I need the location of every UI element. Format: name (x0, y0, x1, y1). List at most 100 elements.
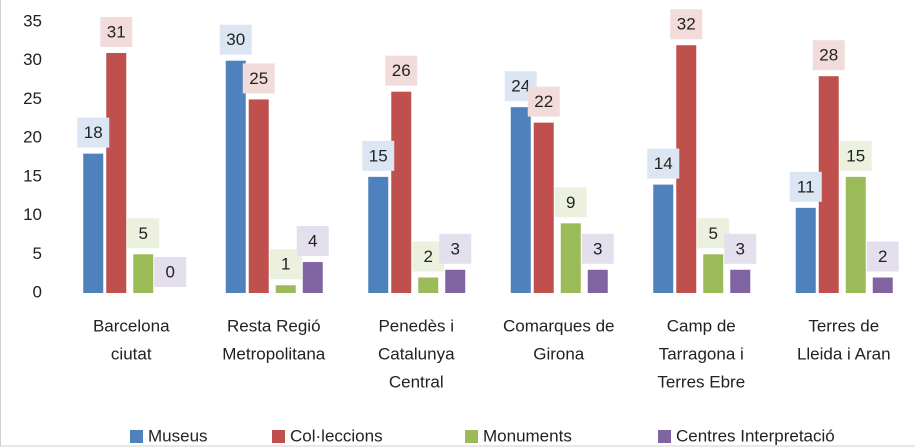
y-tick-label: 35 (23, 11, 42, 30)
x-tick-label: Lleida i Aran (797, 344, 891, 363)
data-label-box (554, 187, 587, 218)
data-label: 18 (84, 123, 103, 142)
legend-swatch (272, 430, 285, 443)
legend-label: Monuments (483, 426, 572, 445)
x-tick-label: Terres de (808, 316, 879, 335)
data-label-box (789, 171, 822, 202)
bar (872, 277, 893, 293)
data-label: 31 (107, 22, 126, 41)
legend-swatch (130, 430, 143, 443)
legend-swatch (658, 430, 671, 443)
data-label: 24 (511, 77, 530, 96)
data-label: 25 (249, 69, 268, 88)
x-tick-label: Penedès i (378, 316, 454, 335)
data-label: 15 (846, 146, 865, 165)
y-tick-label: 25 (23, 89, 42, 108)
data-label-box (296, 226, 329, 257)
data-label: 22 (534, 92, 553, 111)
data-label: 26 (392, 61, 411, 80)
x-tick-label: Metropolitana (222, 344, 326, 363)
data-label-box (154, 257, 187, 287)
x-tick-label: Girona (533, 344, 585, 363)
bar (302, 262, 323, 293)
bar (653, 184, 674, 293)
x-tick-label: Tarragona i (659, 344, 744, 363)
data-label-box (362, 140, 395, 171)
data-label: 5 (709, 224, 718, 243)
x-tick-label: Comarques de (503, 316, 615, 335)
data-label-box (385, 55, 418, 86)
bar (533, 122, 554, 294)
bar (106, 52, 127, 293)
data-label-box (812, 40, 845, 71)
y-tick-label: 10 (23, 205, 42, 224)
data-label-box (439, 233, 472, 264)
y-tick-label: 15 (23, 166, 42, 185)
data-label: 2 (424, 247, 433, 266)
y-tick-label: 20 (23, 128, 42, 147)
bar (795, 207, 816, 293)
data-label-box (412, 241, 445, 272)
data-label: 1 (281, 255, 290, 274)
y-tick-label: 30 (23, 50, 42, 69)
data-label: 4 (308, 232, 317, 251)
bar (248, 99, 269, 293)
bar (587, 269, 608, 293)
bar (418, 277, 439, 293)
bar (560, 223, 581, 293)
data-label: 15 (369, 146, 388, 165)
bar (510, 107, 531, 294)
bar (391, 91, 412, 293)
data-label: 14 (654, 154, 673, 173)
legend-label: Centres Interpretació (676, 426, 835, 445)
x-tick-label: Catalunya (378, 344, 455, 363)
data-label-box (219, 24, 252, 55)
y-tick-label: 5 (33, 244, 42, 263)
data-label: 11 (797, 177, 815, 196)
data-label-box (647, 148, 680, 179)
data-label-box (839, 140, 872, 171)
data-label-box (724, 233, 757, 264)
y-tick-label: 0 (33, 282, 42, 301)
bar (818, 76, 839, 293)
bar (845, 176, 866, 293)
x-tick-label: Resta Regió (227, 316, 321, 335)
legend-label: Col·leccions (290, 426, 383, 445)
bar (133, 254, 154, 293)
data-label: 0 (166, 262, 175, 281)
data-label-box (866, 241, 899, 272)
data-label-box (697, 218, 730, 249)
bar (225, 60, 246, 293)
data-label-box (670, 9, 703, 40)
bar (83, 153, 104, 293)
bar (676, 45, 697, 293)
x-tick-label: ciutat (111, 344, 152, 363)
bar (703, 254, 724, 293)
data-label-box (242, 63, 275, 94)
data-label: 30 (226, 30, 245, 49)
data-label-box (77, 117, 110, 148)
x-tick-label: Central (389, 372, 444, 391)
x-tick-label: Camp de (667, 316, 736, 335)
data-label: 3 (593, 239, 602, 258)
data-label-box (127, 218, 160, 249)
legend-swatch (465, 430, 478, 443)
data-label-box (527, 86, 560, 117)
data-label: 5 (139, 224, 148, 243)
data-label: 28 (819, 46, 838, 65)
data-label: 2 (878, 247, 887, 266)
data-label: 32 (677, 15, 696, 34)
data-label-box (581, 233, 614, 264)
bar (445, 269, 466, 293)
x-tick-label: Terres Ebre (657, 372, 745, 391)
data-label: 3 (451, 239, 460, 258)
data-label: 3 (736, 239, 745, 258)
data-label-box (100, 16, 133, 47)
x-tick-label: Barcelona (93, 316, 170, 335)
data-label-box (269, 249, 302, 280)
data-label: 9 (566, 193, 575, 212)
bar (730, 269, 751, 293)
legend-label: Museus (148, 426, 208, 445)
